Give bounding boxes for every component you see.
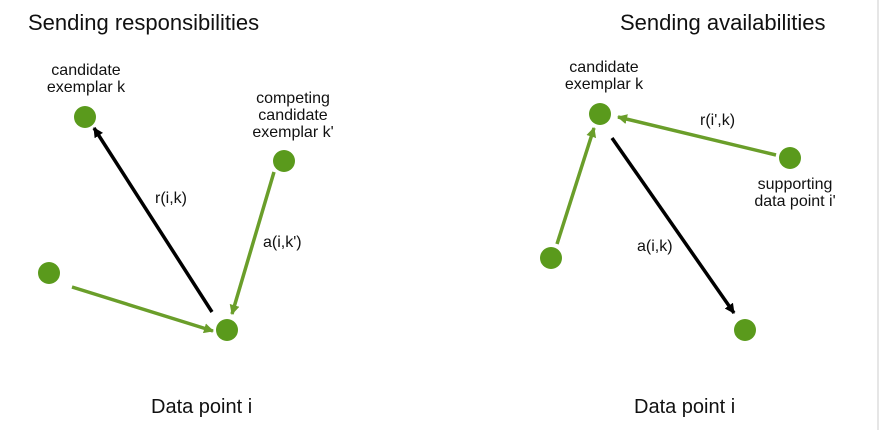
right-panel-title: Sending availabilities [620, 10, 826, 35]
left-footer-label: Data point i [151, 396, 253, 418]
right-node-data-point-i [734, 319, 756, 341]
right-node-supporting-point [779, 147, 801, 169]
left-node-other-point [38, 262, 60, 284]
left-node-data-point-i [216, 319, 238, 341]
left-edge-a-label: a(i,k') [263, 234, 302, 251]
left-edge-responsibility-arrow [92, 127, 214, 313]
left-candidate-exemplar-label: candidate exemplar k [46, 62, 126, 96]
right-edge-availability-arrow [610, 136, 736, 315]
right-edge-a-label: a(i,k) [637, 238, 673, 255]
right-edge-supporting-arrow [617, 114, 777, 157]
right-edge-other-point-arrow [555, 127, 597, 245]
right-node-candidate-exemplar [589, 103, 611, 125]
right-node-other-point [540, 247, 562, 269]
right-footer-label: Data point i [634, 396, 736, 418]
right-supporting-point-label: supporting data point i' [754, 176, 836, 210]
left-edge-r-label: r(i,k) [155, 190, 187, 207]
left-panel-title: Sending responsibilities [28, 10, 260, 35]
left-edge-availability-arrow [229, 171, 276, 315]
left-node-candidate-exemplar [74, 106, 96, 128]
right-edge-r-label: r(i',k) [700, 112, 736, 129]
left-competing-exemplar-label: competing candidate exemplar k' [252, 90, 334, 141]
left-node-competing-exemplar [273, 150, 295, 172]
right-candidate-exemplar-label: candidate exemplar k [564, 59, 644, 93]
left-edge-other-point-arrow [71, 285, 214, 334]
